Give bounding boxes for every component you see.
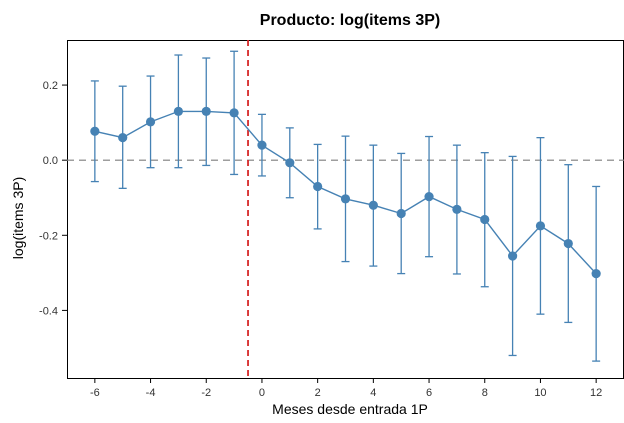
y-axis-label: log(items 3P) xyxy=(10,177,26,259)
chart-title: Producto: log(items 3P) xyxy=(260,12,440,29)
x-tick-label: 12 xyxy=(590,387,602,399)
x-tick-label: -6 xyxy=(90,387,100,399)
x-tick-label: 10 xyxy=(534,387,546,399)
y-tick-label: 0.2 xyxy=(43,80,58,92)
data-point xyxy=(285,158,295,168)
data-point xyxy=(507,251,518,261)
data-point xyxy=(591,268,601,279)
data-point xyxy=(201,106,211,116)
x-tick-label: -2 xyxy=(201,387,211,399)
x-tick-label: 8 xyxy=(482,387,488,399)
x-tick-label: 6 xyxy=(426,387,432,399)
y-tick-label: -0.4 xyxy=(39,305,58,317)
data-point xyxy=(173,106,183,116)
data-point xyxy=(563,238,573,249)
data-point xyxy=(90,126,100,136)
data-point xyxy=(257,140,267,150)
y-tick-label: 0.0 xyxy=(43,155,58,167)
data-points xyxy=(90,106,601,279)
data-point xyxy=(535,221,546,231)
x-axis-ticks: -6 -4 -2 0 2 4 6 8 10 12 xyxy=(90,378,602,399)
data-point xyxy=(396,208,406,219)
x-axis-label: Meses desde entrada 1P xyxy=(272,401,428,417)
data-point xyxy=(118,133,128,143)
data-point xyxy=(452,204,462,214)
data-point xyxy=(313,181,323,192)
x-tick-label: 0 xyxy=(259,387,265,399)
data-point xyxy=(424,192,434,202)
x-tick-label: -4 xyxy=(146,387,156,399)
data-point xyxy=(480,214,490,225)
data-point xyxy=(145,117,156,127)
error-bars xyxy=(90,50,601,362)
data-point xyxy=(229,108,239,118)
x-tick-label: 2 xyxy=(315,387,321,399)
y-axis-ticks: -0.4 -0.2 0.0 0.2 xyxy=(39,80,67,317)
data-point xyxy=(340,194,351,204)
data-point xyxy=(368,200,378,210)
y-tick-label: -0.2 xyxy=(39,230,58,242)
x-tick-label: 4 xyxy=(370,387,376,399)
